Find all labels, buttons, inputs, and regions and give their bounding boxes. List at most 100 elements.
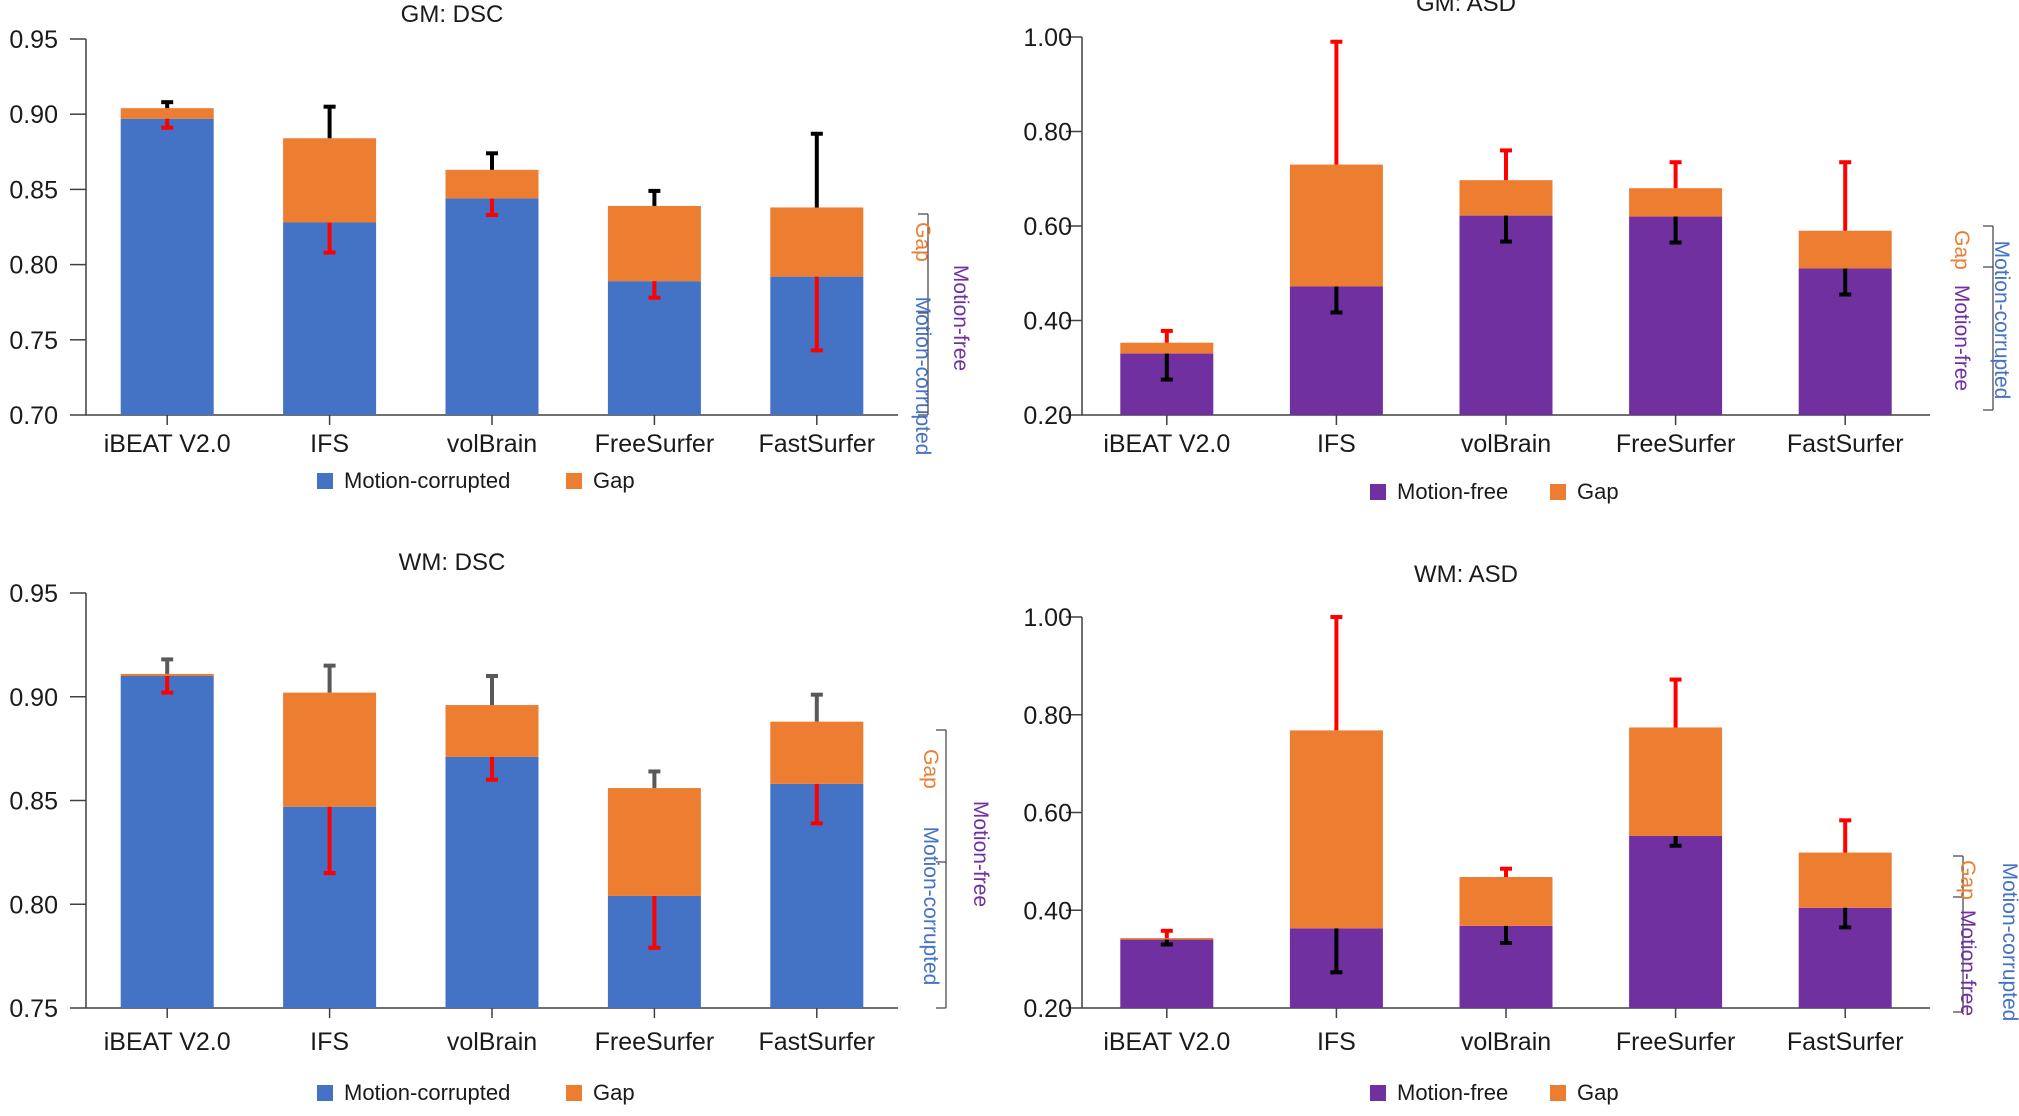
legend-label-motion-free: Motion-free <box>1397 1080 1508 1105</box>
legend-label-gap: Gap <box>593 468 635 493</box>
chart-gm-dsc: GM: DSC 0.70 0.75 0.80 0.85 0.90 0.95 iBEAT V2.… <box>9 1 972 493</box>
bar-gap-fastsurfer <box>770 721 864 784</box>
y-tick-label: 0.40 <box>1023 897 1072 925</box>
bar-gap-ibeat-v2-0 <box>1120 938 1214 940</box>
x-tick-label: FreeSurfer <box>595 1028 714 1056</box>
legend-label-gap: Gap <box>1577 1080 1619 1105</box>
legend-label-gap: Gap <box>1577 479 1619 504</box>
legend-label-motion-corrupted: Motion-corrupted <box>344 468 510 493</box>
bracket-label-gap: Gap <box>1950 230 1973 270</box>
y-tick-label: 0.80 <box>9 252 58 280</box>
x-tick-label: FastSurfer <box>1787 430 1904 458</box>
chart-title: WM: DSC <box>399 549 506 576</box>
legend-swatch-gap <box>566 473 582 489</box>
legend-swatch-gap <box>1550 1085 1566 1101</box>
legend-swatch-gap <box>1550 484 1566 500</box>
x-tick-label: iBEAT V2.0 <box>1103 430 1230 458</box>
bracket-label-motion-corrupted: Motion-corrupted <box>1990 241 2013 400</box>
bracket-label-motion-free: Motion-free <box>1950 285 1973 391</box>
y-tick-label: 1.00 <box>1023 604 1072 632</box>
y-tick-label: 1.00 <box>1023 24 1072 52</box>
y-tick-label: 0.95 <box>9 26 58 54</box>
bar-gap-freesurfer <box>1629 188 1723 217</box>
bar-motion-corrupted-volbrain <box>445 756 539 1008</box>
y-tick-label: 0.95 <box>9 580 58 608</box>
bar-gap-ifs <box>1289 730 1383 929</box>
bar-gap-ifs <box>283 692 377 807</box>
x-tick-label: IFS <box>1317 1028 1356 1056</box>
y-tick-label: 0.20 <box>1023 995 1072 1023</box>
bracket-label-motion-free: Motion-free <box>969 801 992 907</box>
x-tick-label: FastSurfer <box>758 1028 875 1056</box>
chart-title: GM: DSC <box>401 1 504 28</box>
x-tick-label: volBrain <box>1461 430 1551 458</box>
bracket-label-motion-corrupted: Motion-corrupted <box>1998 863 2019 1022</box>
bar-gap-ibeat-v2-0 <box>120 108 214 119</box>
y-tick-label: 0.20 <box>1023 402 1072 430</box>
y-tick-label: 0.40 <box>1023 308 1072 336</box>
bracket-label-gap: Gap <box>1956 860 1979 900</box>
bar-gap-volbrain <box>445 169 539 199</box>
bracket-label-motion-corrupted: Motion-corrupted <box>911 297 934 456</box>
y-tick-label: 0.75 <box>9 995 58 1023</box>
bar-gap-freesurfer <box>607 788 701 896</box>
bracket-label-motion-corrupted: Motion-corrupted <box>919 827 942 986</box>
legend-label-gap: Gap <box>593 1080 635 1105</box>
y-tick-label: 0.75 <box>9 327 58 355</box>
y-tick-label: 0.80 <box>1023 119 1072 147</box>
bar-gap-ibeat-v2-0 <box>1120 342 1214 354</box>
y-tick-label: 0.60 <box>1023 213 1072 241</box>
legend-swatch-motion-free <box>1370 484 1386 500</box>
bar-motion-free-freesurfer <box>1629 835 1723 1008</box>
legend-swatch-motion-corrupted <box>317 473 333 489</box>
x-tick-label: FreeSurfer <box>1616 430 1735 458</box>
legend-swatch-motion-free <box>1370 1085 1386 1101</box>
x-tick-label: iBEAT V2.0 <box>104 1028 231 1056</box>
bar-gap-fastsurfer <box>1798 230 1892 269</box>
bar-motion-corrupted-ifs <box>283 222 377 415</box>
bar-motion-free-ibeat-v2-0 <box>1120 939 1214 1008</box>
chart-title: GM: ASD <box>1416 0 1516 17</box>
x-tick-label: volBrain <box>1461 1028 1551 1056</box>
y-tick-label: 0.85 <box>9 788 58 816</box>
x-tick-label: IFS <box>310 1028 349 1056</box>
bracket-label-gap: Gap <box>919 749 942 789</box>
x-tick-label: volBrain <box>447 1028 537 1056</box>
legend-label-motion-free: Motion-free <box>1397 479 1508 504</box>
chart-wm-asd: WM: ASD 0.20 0.40 0.60 0.80 1.00 iBEAT V2.0 IFS… <box>1023 561 2019 1105</box>
bar-gap-freesurfer <box>607 205 701 282</box>
bar-motion-corrupted-ibeat-v2-0 <box>120 118 214 415</box>
legend-label-motion-corrupted: Motion-corrupted <box>344 1080 510 1105</box>
y-tick-label: 0.90 <box>9 101 58 129</box>
bar-gap-fastsurfer <box>1798 852 1892 908</box>
bar-motion-corrupted-volbrain <box>445 198 539 415</box>
x-tick-label: iBEAT V2.0 <box>1103 1028 1230 1056</box>
bar-motion-free-volbrain <box>1459 215 1553 415</box>
x-tick-label: FreeSurfer <box>595 430 714 458</box>
x-tick-label: IFS <box>310 430 349 458</box>
y-tick-label: 0.80 <box>9 891 58 919</box>
bar-motion-free-freesurfer <box>1629 216 1723 415</box>
y-tick-label: 0.85 <box>9 176 58 204</box>
bar-gap-freesurfer <box>1629 727 1723 836</box>
chart-gm-asd: GM: ASD 0.20 0.40 0.60 0.80 1.00 iBEAT V2.0 IFS… <box>1023 0 2013 504</box>
chart-title: WM: ASD <box>1414 561 1518 588</box>
chart-wm-dsc: WM: DSC 0.75 0.80 0.85 0.90 0.95 iBEAT V2.0 IFS… <box>9 549 992 1105</box>
bar-gap-volbrain <box>1459 877 1553 926</box>
y-tick-label: 0.90 <box>9 684 58 712</box>
bar-gap-ibeat-v2-0 <box>120 673 214 676</box>
y-tick-label: 0.60 <box>1023 800 1072 828</box>
y-tick-label: 0.80 <box>1023 702 1072 730</box>
bar-gap-ifs <box>283 138 377 223</box>
x-tick-label: volBrain <box>447 430 537 458</box>
bar-gap-volbrain <box>1459 180 1553 216</box>
bar-gap-volbrain <box>445 705 539 757</box>
x-tick-label: iBEAT V2.0 <box>104 430 231 458</box>
x-tick-label: IFS <box>1317 430 1356 458</box>
bar-gap-ifs <box>1289 164 1383 287</box>
x-tick-label: FreeSurfer <box>1616 1028 1735 1056</box>
x-tick-label: FastSurfer <box>1787 1028 1904 1056</box>
bracket-label-gap: Gap <box>911 222 934 262</box>
x-tick-label: FastSurfer <box>758 430 875 458</box>
